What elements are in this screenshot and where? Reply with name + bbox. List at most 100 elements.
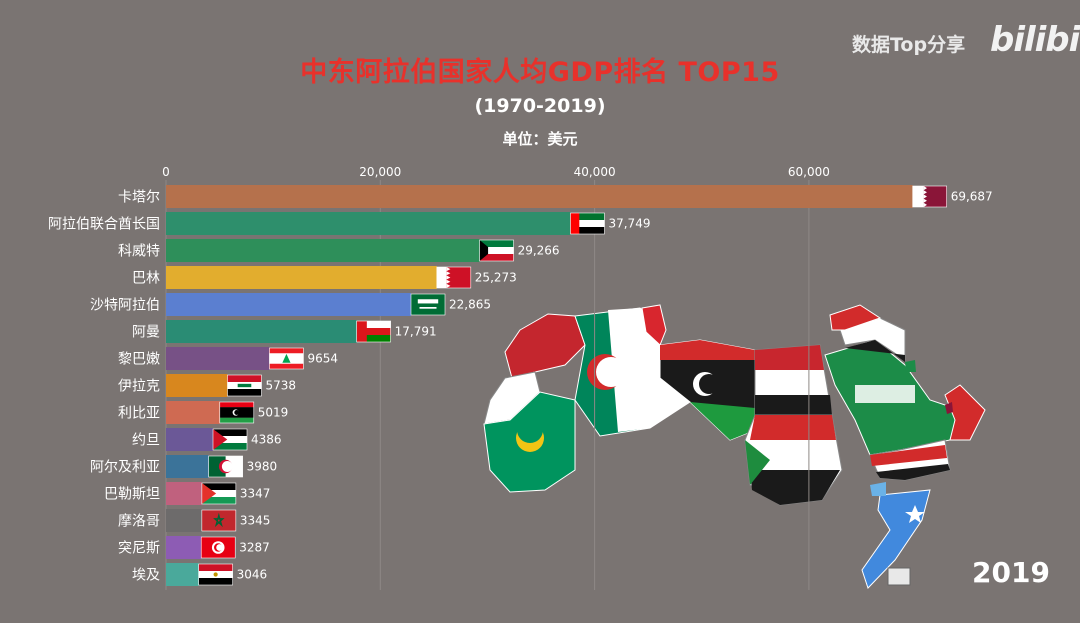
flag-kuwait-icon bbox=[479, 239, 514, 262]
value-label-3: 25,273 bbox=[475, 271, 517, 285]
value-label-11: 3347 bbox=[240, 487, 271, 501]
value-label-9: 4386 bbox=[251, 433, 282, 447]
bars: 卡塔尔 69,687 阿拉伯联合酋长国 37,749 科威特 29,266 巴林 25,273… bbox=[48, 185, 993, 586]
map-morocco bbox=[504, 313, 586, 379]
x-tick-label-2: 40,000 bbox=[574, 165, 616, 179]
category-label-3: 巴林 bbox=[132, 271, 160, 287]
category-label-1: 阿拉伯联合酋长国 bbox=[48, 216, 160, 233]
bar-row-11: 巴勒斯坦 3347 bbox=[104, 482, 270, 505]
flag-egypt-icon bbox=[198, 563, 233, 586]
value-label-12: 3345 bbox=[240, 514, 271, 528]
flag-lebanon-icon bbox=[269, 347, 304, 370]
bar-7 bbox=[166, 374, 228, 397]
bar-2 bbox=[166, 239, 480, 262]
category-label-2: 科威特 bbox=[118, 244, 160, 260]
value-label-7: 5738 bbox=[265, 379, 296, 393]
bar-row-2: 科威特 29,266 bbox=[118, 239, 560, 262]
bar-13 bbox=[166, 536, 202, 559]
bar-row-13: 突尼斯 3287 bbox=[118, 536, 270, 559]
category-label-9: 约旦 bbox=[132, 433, 160, 449]
bilibili-logo: bilibili bbox=[990, 20, 1080, 60]
map-yemen-red bbox=[870, 445, 947, 466]
map-crescent-libya-cut bbox=[699, 374, 719, 394]
category-label-13: 突尼斯 bbox=[118, 541, 160, 557]
chart-subtitle: (1970-2019) bbox=[474, 95, 606, 117]
value-label-2: 29,266 bbox=[518, 244, 560, 258]
watermark-text: 数据Top分享 bbox=[852, 34, 966, 56]
map-tunisia bbox=[641, 304, 667, 346]
bar-10 bbox=[166, 455, 209, 478]
value-label-10: 3980 bbox=[247, 460, 278, 474]
category-label-5: 阿曼 bbox=[132, 325, 160, 341]
map-inscription-saudi bbox=[855, 385, 915, 403]
bar-row-3: 巴林 25,273 bbox=[132, 266, 517, 289]
bar-row-9: 约旦 4386 bbox=[132, 428, 282, 451]
category-label-12: 摩洛哥 bbox=[118, 513, 160, 530]
map-oman bbox=[944, 384, 986, 441]
value-label-5: 17,791 bbox=[395, 325, 437, 339]
flag-tunisia-icon bbox=[200, 536, 236, 559]
category-label-0: 卡塔尔 bbox=[118, 190, 160, 206]
category-label-8: 利比亚 bbox=[118, 406, 160, 422]
map-crescent-mauritania-cut bbox=[517, 417, 543, 443]
bar-3 bbox=[166, 266, 437, 289]
bar-row-10: 阿尔及利亚 3980 bbox=[90, 455, 277, 478]
x-axis-ticks: 0 20,000 40,000 60,000 bbox=[162, 165, 830, 179]
map-star-somalia bbox=[905, 505, 925, 523]
flag-iraq-icon bbox=[227, 374, 262, 397]
map-libya-green bbox=[690, 402, 755, 440]
map-syria bbox=[829, 304, 882, 331]
bar-11 bbox=[166, 482, 202, 505]
x-tick-label-0: 0 bbox=[162, 165, 170, 179]
value-label-4: 22,865 bbox=[449, 298, 491, 312]
flag-palestine-icon bbox=[201, 482, 237, 505]
bar-row-14: 埃及 3046 bbox=[132, 563, 267, 586]
bar-row-8: 利比亚 5019 bbox=[118, 401, 288, 424]
map-egypt-black bbox=[755, 395, 832, 415]
category-label-11: 巴勒斯坦 bbox=[104, 487, 160, 503]
flag-libya-icon bbox=[219, 401, 255, 424]
bar-0 bbox=[166, 185, 913, 208]
map-sudan-green bbox=[745, 440, 770, 485]
bar-row-1: 阿拉伯联合酋长国 37,749 bbox=[48, 212, 650, 235]
map-egypt-red bbox=[755, 345, 824, 370]
bar-row-0: 卡塔尔 69,687 bbox=[118, 185, 993, 208]
flag-bahrain-icon bbox=[436, 266, 472, 289]
x-tick-label-3: 60,000 bbox=[788, 165, 830, 179]
bar-8 bbox=[166, 401, 220, 424]
map-qatar bbox=[945, 402, 953, 414]
flag-jordan-icon bbox=[212, 428, 248, 451]
value-label-6: 9654 bbox=[307, 352, 338, 366]
map-djibouti bbox=[870, 482, 886, 496]
bar-9 bbox=[166, 428, 213, 451]
bar-row-5: 阿曼 17,791 bbox=[132, 320, 437, 343]
map-yemen-black bbox=[876, 464, 950, 480]
year-label: 2019 bbox=[972, 556, 1050, 589]
bar-1 bbox=[166, 212, 571, 235]
map-crescent-algeria-cut bbox=[596, 357, 626, 387]
value-label-1: 37,749 bbox=[608, 217, 650, 231]
bar-row-6: 黎巴嫩 9654 bbox=[118, 347, 338, 370]
map-sudan-black bbox=[750, 470, 840, 505]
bar-row-4: 沙特阿拉伯 22,865 bbox=[90, 293, 491, 316]
bar-12 bbox=[166, 509, 202, 532]
bar-4 bbox=[166, 293, 411, 316]
map-algeria-white bbox=[608, 308, 690, 432]
map-kuwait bbox=[905, 360, 916, 372]
category-label-10: 阿尔及利亚 bbox=[90, 460, 160, 476]
map-sudan-red bbox=[750, 415, 836, 440]
flag-saudi-icon bbox=[410, 293, 446, 316]
chart-title: 中东阿拉伯国家人均GDP排名 TOP15 bbox=[300, 57, 780, 88]
x-tick-label-1: 20,000 bbox=[359, 165, 401, 179]
category-label-14: 埃及 bbox=[132, 568, 160, 584]
flag-uae-icon bbox=[570, 212, 605, 235]
bar-row-12: 摩洛哥 3345 bbox=[118, 509, 270, 532]
arab-world-map bbox=[483, 304, 986, 589]
flag-algeria-icon bbox=[208, 455, 243, 478]
map-comoros bbox=[887, 567, 911, 586]
bar-row-7: 伊拉克 5738 bbox=[118, 374, 296, 397]
flag-oman-icon bbox=[356, 320, 391, 343]
flag-morocco-icon bbox=[201, 509, 237, 532]
value-label-14: 3046 bbox=[237, 568, 268, 582]
